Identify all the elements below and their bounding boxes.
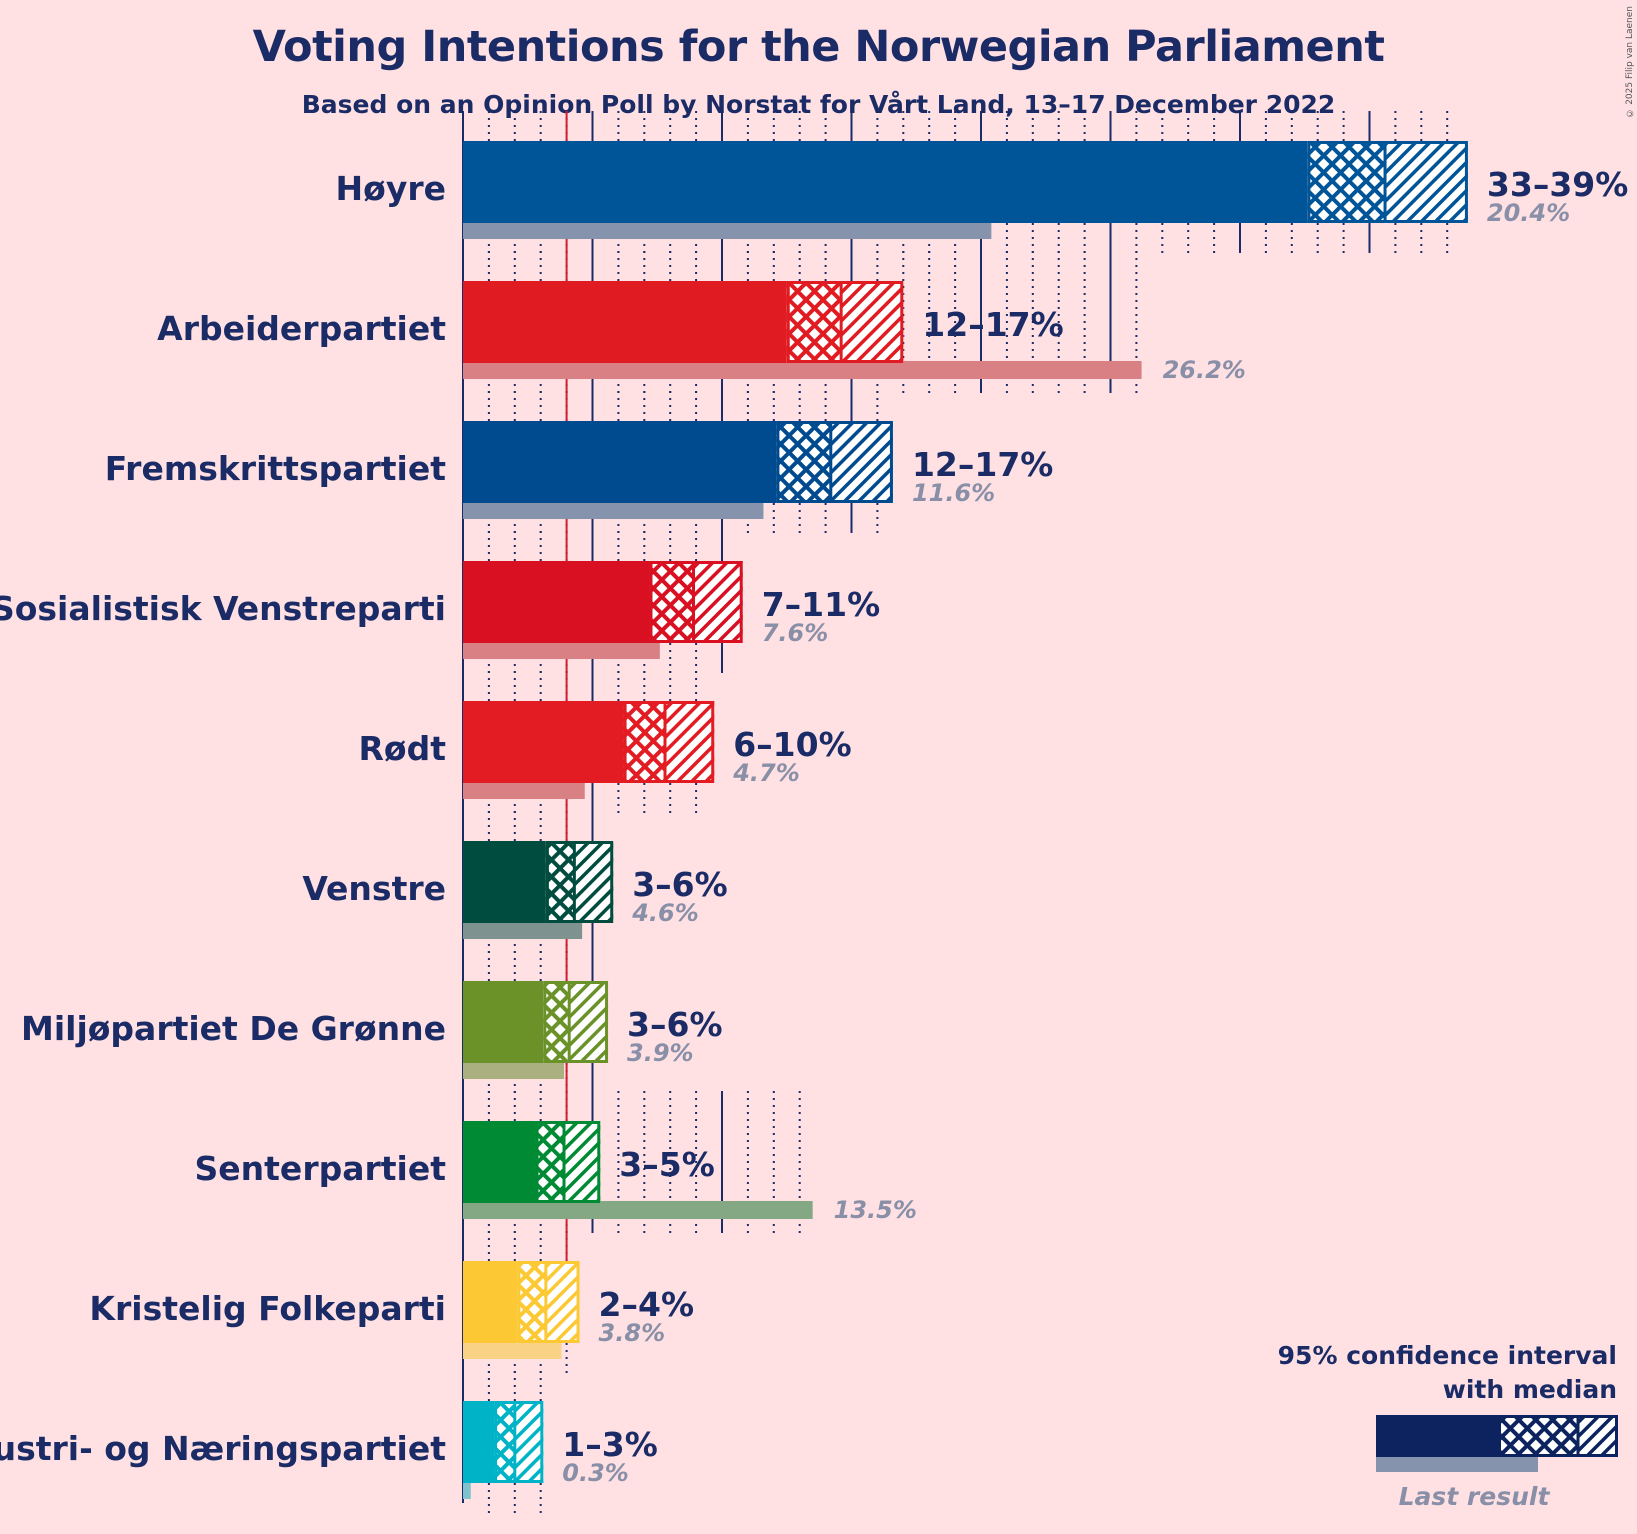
last-result-bar	[463, 221, 992, 239]
ci-outline	[543, 981, 609, 1063]
party-label: Kristelig Folkeparti	[89, 1289, 446, 1328]
ci-lower-hatch	[494, 1401, 515, 1483]
ci-upper-hatch	[830, 421, 893, 503]
range-label: 33–39%	[1487, 165, 1628, 204]
ci-lower-hatch	[535, 1121, 565, 1203]
ci-outline	[776, 421, 893, 503]
legend-last-result-label: Last result	[1399, 1482, 1551, 1511]
ci-outline	[649, 561, 743, 643]
last-result-label: 3.9%	[627, 1039, 694, 1067]
legend-diag-hatch	[1578, 1415, 1618, 1457]
ci-solid-bar	[463, 561, 650, 643]
last-result-bar	[463, 1481, 471, 1499]
last-result-label: 3.8%	[599, 1319, 666, 1347]
ci-upper-hatch	[574, 841, 614, 923]
ci-outline	[535, 1121, 601, 1203]
party-label: Rødt	[359, 729, 447, 768]
last-result-bar	[463, 1201, 813, 1219]
ci-upper-hatch	[1385, 141, 1468, 223]
ci-lower-hatch	[1307, 141, 1386, 223]
last-result-label: 7.6%	[762, 619, 829, 647]
ci-outline	[494, 1401, 544, 1483]
ci-upper-hatch	[841, 281, 904, 363]
range-label: 3–6%	[627, 1005, 723, 1044]
last-result-bar	[463, 641, 660, 659]
party-label: Arbeiderpartiet	[157, 309, 446, 348]
ci-solid-bar	[463, 281, 787, 363]
last-result-label: 0.3%	[562, 1459, 629, 1487]
ci-solid-bar	[463, 1261, 518, 1343]
range-label: 3–5%	[619, 1145, 715, 1184]
legend-title-line2: with median	[1443, 1375, 1617, 1404]
last-result-label: 13.5%	[834, 1196, 917, 1224]
ci-upper-hatch	[665, 701, 715, 783]
last-result-bar	[463, 501, 764, 519]
legend-cross-hatch	[1498, 1415, 1578, 1457]
ci-lower-hatch	[545, 841, 575, 923]
last-result-bar	[463, 921, 583, 939]
ci-outline	[517, 1261, 580, 1343]
ci-outline	[1307, 141, 1468, 223]
ci-solid-bar	[463, 1121, 536, 1203]
ci-lower-hatch	[623, 701, 666, 783]
ci-outline	[623, 701, 715, 783]
legend-solid-bar	[1376, 1415, 1498, 1457]
ci-upper-hatch	[564, 1121, 601, 1203]
ci-solid-bar	[463, 701, 624, 783]
last-result-label: 4.6%	[631, 899, 699, 927]
range-label: 1–3%	[562, 1425, 658, 1464]
last-result-label: 11.6%	[912, 479, 995, 507]
ci-solid-bar	[463, 841, 546, 923]
labels: Høyre 33–39%20.4% Arbeiderpartiet 12–17% 26.…	[0, 165, 1628, 1487]
last-result-bar	[463, 1341, 562, 1359]
ci-upper-hatch	[693, 561, 743, 643]
range-label: 12–17%	[912, 445, 1053, 484]
party-label: Industri- og Næringspartiet	[0, 1429, 446, 1468]
ci-solid-bar	[463, 981, 544, 1063]
chart-title: Voting Intentions for the Norwegian Parl…	[252, 22, 1385, 72]
legend-outline	[1498, 1415, 1618, 1457]
last-result-label: 4.7%	[732, 759, 800, 787]
last-result-label: 20.4%	[1487, 199, 1570, 227]
ci-solid-bar	[463, 1401, 495, 1483]
range-label: 7–11%	[762, 585, 880, 624]
party-label: Venstre	[302, 869, 446, 908]
ci-lower-hatch	[543, 981, 570, 1063]
party-label: Miljøpartiet De Grønne	[21, 1009, 446, 1048]
ci-lower-hatch	[776, 421, 831, 503]
range-label: 12–17%	[922, 305, 1063, 344]
ci-outline	[545, 841, 614, 923]
last-result-bar	[463, 361, 1142, 379]
party-label: Høyre	[336, 169, 446, 208]
last-result-bar	[463, 781, 585, 799]
ci-solid-bar	[463, 421, 777, 503]
ci-outline	[786, 281, 904, 363]
range-label: 3–6%	[632, 865, 728, 904]
ci-lower-hatch	[786, 281, 842, 363]
last-result-label: 26.2%	[1163, 356, 1246, 384]
ci-solid-bar	[463, 141, 1308, 223]
chart-subtitle: Based on an Opinion Poll by Norstat for …	[301, 90, 1336, 119]
range-label: 2–4%	[599, 1285, 695, 1324]
last-result-bar	[463, 1061, 565, 1079]
ci-lower-hatch	[517, 1261, 546, 1343]
ci-upper-hatch	[569, 981, 609, 1063]
ci-lower-hatch	[649, 561, 694, 643]
party-label: Sosialistisk Venstreparti	[0, 589, 446, 628]
ci-upper-hatch	[545, 1261, 580, 1343]
legend-title-line1: 95% confidence interval	[1278, 1341, 1617, 1370]
bars	[463, 141, 1468, 1499]
ci-upper-hatch	[514, 1401, 544, 1483]
party-label: Senterpartiet	[195, 1149, 447, 1188]
legend-last-result-bar	[1376, 1454, 1538, 1472]
party-label: Fremskrittspartiet	[105, 449, 446, 488]
legend: 95% confidence interval with median Last r…	[1278, 1341, 1618, 1511]
range-label: 6–10%	[733, 725, 851, 764]
